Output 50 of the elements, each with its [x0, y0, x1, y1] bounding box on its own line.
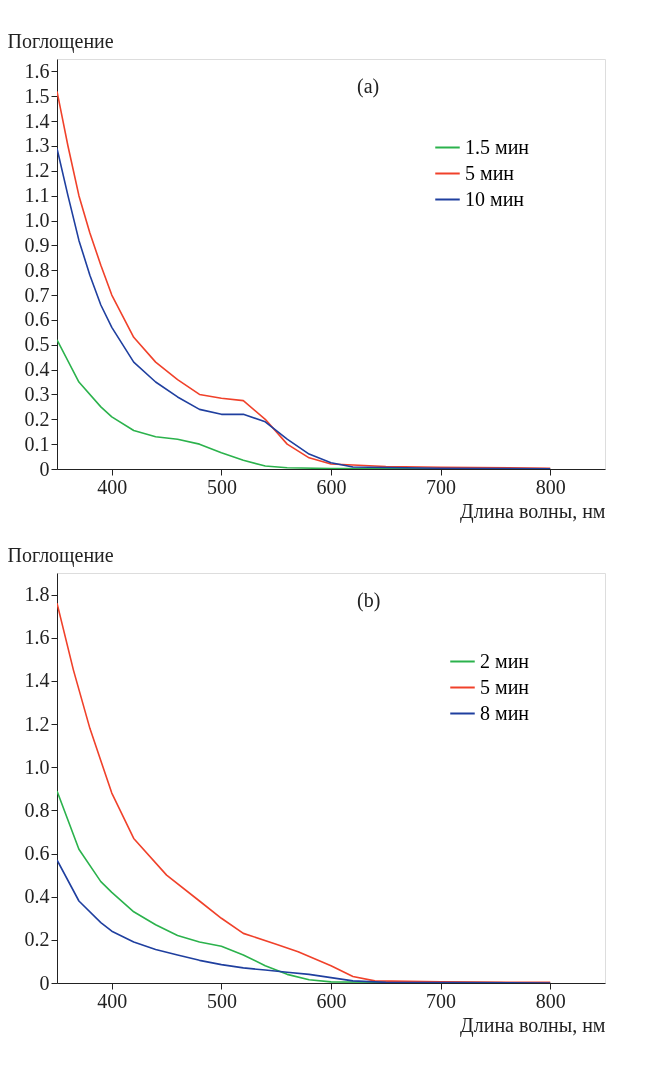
- y-tick-label: 0.6: [24, 842, 50, 865]
- legend-label: 8 мин: [480, 701, 530, 724]
- y-tick-label: 1.8: [24, 583, 50, 606]
- y-tick-label: 0.3: [24, 382, 50, 405]
- y-axis-title: Поглощение: [7, 29, 114, 53]
- y-tick-label: 0.4: [24, 358, 50, 381]
- y-tick-label: 1.4: [24, 669, 50, 692]
- y-tick-label: 1.0: [24, 755, 50, 778]
- y-tick-label: 0: [39, 457, 50, 480]
- y-tick-label: 0.2: [24, 928, 50, 951]
- y-tick-label: 1.5: [24, 84, 50, 107]
- y-tick-label: 1.3: [24, 134, 50, 157]
- x-tick-label: 400: [97, 475, 128, 498]
- y-tick-label: 0.1: [24, 432, 50, 455]
- x-axis-title: Длина волны, нм: [460, 499, 606, 523]
- y-tick-label: 1.4: [24, 109, 50, 132]
- y-tick-label: 0.9: [24, 233, 50, 256]
- y-tick-label: 0.4: [24, 885, 50, 908]
- x-tick-label: 700: [426, 989, 457, 1012]
- x-tick-label: 400: [97, 989, 128, 1012]
- x-tick-label: 800: [535, 475, 566, 498]
- annotation: (a): [357, 75, 380, 98]
- y-axis-title: Поглощение: [7, 543, 114, 567]
- y-tick-label: 1.2: [24, 159, 50, 182]
- y-tick-label: 0.2: [24, 407, 50, 430]
- y-tick-label: 0.8: [24, 258, 50, 281]
- legend-label: 1.5 мин: [465, 135, 530, 158]
- y-tick-label: 1.6: [24, 59, 50, 82]
- legend-label: 10 мин: [465, 187, 525, 210]
- y-tick-label: 1.6: [24, 626, 50, 649]
- y-tick-label: 1.1: [24, 184, 50, 207]
- x-tick-label: 800: [535, 989, 566, 1012]
- x-tick-label: 500: [206, 989, 237, 1012]
- x-tick-label: 500: [206, 475, 237, 498]
- y-tick-label: 0.5: [24, 333, 50, 356]
- y-tick-label: 1.2: [24, 712, 50, 735]
- y-tick-label: 0.8: [24, 798, 50, 821]
- legend-label: 2 мин: [480, 649, 530, 672]
- annotation: (b): [357, 589, 381, 612]
- y-tick-label: 1.0: [24, 209, 50, 232]
- legend-label: 5 мин: [480, 675, 530, 698]
- y-tick-label: 0: [39, 971, 50, 994]
- y-tick-label: 0.7: [24, 283, 50, 306]
- x-tick-label: 700: [426, 475, 457, 498]
- x-tick-label: 600: [316, 989, 347, 1012]
- legend-label: 5 мин: [465, 161, 515, 184]
- x-axis-title: Длина волны, нм: [460, 1013, 606, 1037]
- y-tick-label: 0.6: [24, 308, 50, 331]
- line-series: [57, 859, 551, 983]
- x-tick-label: 600: [316, 475, 347, 498]
